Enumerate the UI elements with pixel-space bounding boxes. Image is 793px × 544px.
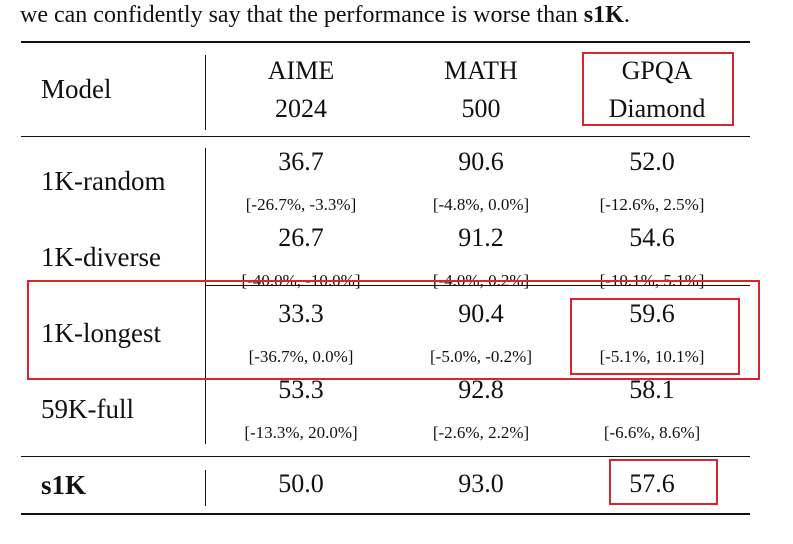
bottom-rule [21, 513, 750, 515]
cell-ci: [-5.0%, -0.2%] [430, 347, 532, 366]
header-rule [21, 136, 750, 137]
cell-value: 36.7 [278, 147, 324, 176]
cell-value: 26.7 [278, 223, 324, 252]
cell-ci: [-4.8%, 0.0%] [432, 195, 530, 214]
cell-value: 50.0 [278, 469, 324, 498]
top-rule [21, 41, 750, 43]
cell-value: 90.6 [458, 147, 504, 176]
header-aime-line1: AIME [267, 56, 335, 85]
header-math-line1: MATH [444, 56, 518, 85]
row-model-1k-diverse: 1K-diverse [41, 242, 161, 272]
highlight-box-s1k-gpqa [609, 459, 718, 505]
cell-value: 91.2 [458, 223, 504, 252]
header-gpqa: GPQA Diamond [582, 52, 732, 128]
cell-ci: [-12.6%, 2.5%] [599, 195, 705, 214]
cell-ci: [-13.3%, 20.0%] [244, 423, 358, 442]
header-aime-line2: 2024 [275, 94, 327, 123]
caption-bold: s1K [583, 2, 624, 28]
row-model-s1k: s1K [41, 470, 87, 500]
cell-ci: [-2.6%, 2.2%] [432, 423, 530, 442]
header-gpqa-line1: GPQA [621, 56, 693, 85]
cell-ci: [-6.6%, 8.6%] [603, 423, 701, 442]
strike-line [205, 285, 750, 286]
body-vrule [205, 148, 206, 444]
cell-value: 93.0 [458, 469, 504, 498]
cell-value: 54.6 [629, 223, 675, 252]
row-model-1k-longest: 1K-longest [41, 318, 161, 348]
cell-value: 57.6 [629, 469, 675, 498]
caption-prefix: we can confidently say that the performa… [20, 2, 584, 28]
highlight-box-gpqa-header [582, 52, 734, 126]
caption-text: we can confidently say that the performa… [20, 0, 630, 30]
caption-suffix: . [623, 2, 630, 28]
cell-value: 52.0 [629, 147, 675, 176]
header-math-line2: 500 [461, 94, 501, 123]
cell-ci: [-26.7%, -3.3%] [245, 195, 357, 214]
header-model: Model [41, 74, 112, 104]
header-gpqa-line2: Diamond [608, 94, 706, 123]
row-model-59k-full: 59K-full [41, 394, 134, 424]
header-vrule [205, 55, 206, 130]
header-aime: AIME 2024 [241, 52, 361, 128]
s1k-rule [21, 456, 750, 457]
highlight-box-1k-longest-row [27, 280, 760, 380]
cell-value: 90.4 [458, 299, 504, 328]
header-math: MATH 500 [421, 52, 541, 128]
cell-ci: [-36.7%, 0.0%] [248, 347, 354, 366]
s1k-vrule [205, 470, 206, 506]
cell-value: 33.3 [278, 299, 324, 328]
cell-value: 59.6 [629, 299, 675, 328]
highlight-box-1k-longest-gpqa [570, 298, 740, 375]
row-model-1k-random: 1K-random [41, 166, 166, 196]
cell-ci: [-5.1%, 10.1%] [599, 347, 705, 366]
